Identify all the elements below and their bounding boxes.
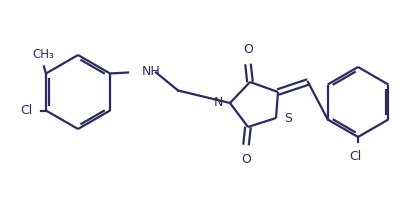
Text: N: N	[214, 97, 223, 109]
Text: Cl: Cl	[21, 104, 33, 117]
Text: O: O	[241, 153, 251, 166]
Text: S: S	[284, 112, 292, 125]
Text: O: O	[243, 43, 253, 56]
Text: NH: NH	[142, 65, 161, 78]
Text: Cl: Cl	[349, 150, 361, 163]
Text: CH₃: CH₃	[32, 49, 54, 62]
